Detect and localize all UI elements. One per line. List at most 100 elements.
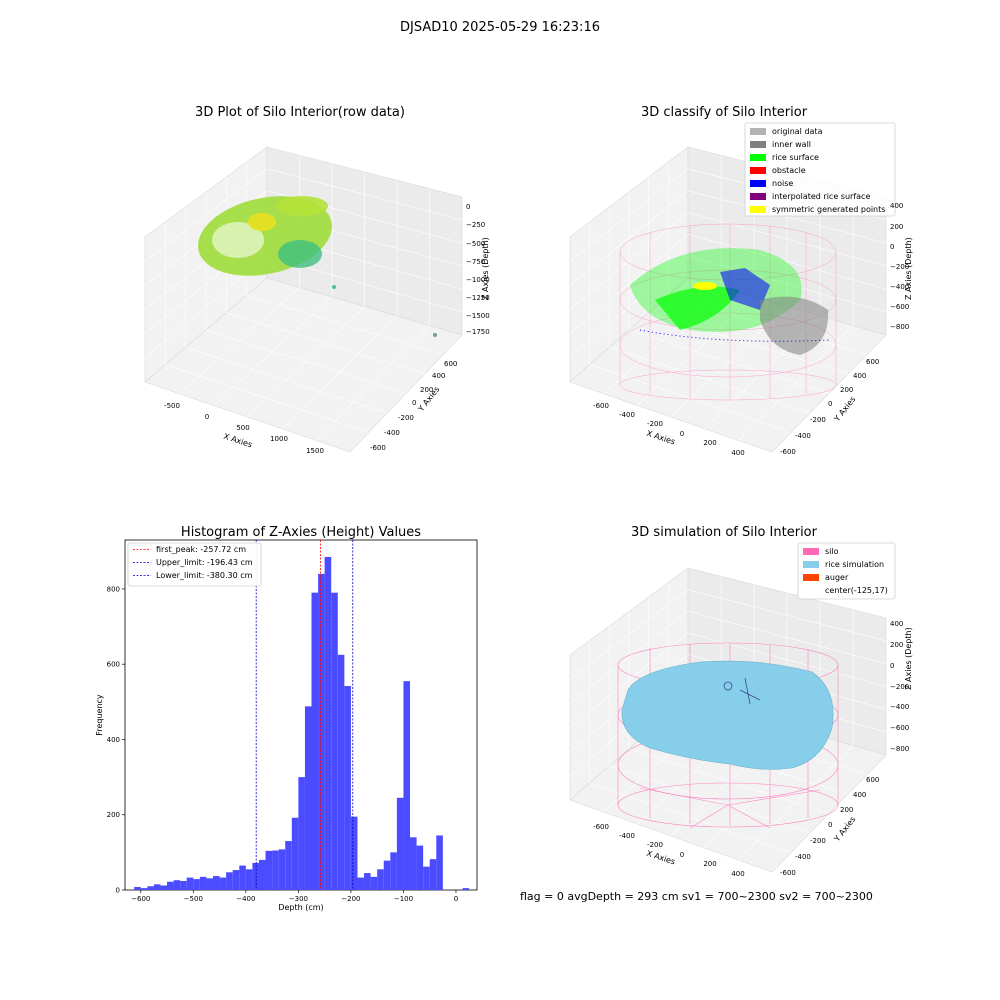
histogram-reference-lines (255, 540, 354, 890)
raw-xlabel: X Axies (222, 432, 253, 450)
legend-swatch (750, 167, 766, 174)
histogram-bar (350, 816, 358, 890)
histogram-bar (429, 859, 437, 890)
raw-ztick: −1750 (466, 328, 490, 336)
rice-simulation-surface (621, 660, 834, 770)
histogram-bar (278, 849, 286, 890)
classify-legend-items: original data inner wall rice surface obsta… (750, 127, 885, 214)
raw-ytick: 200 (420, 386, 433, 394)
classify-xtick: -400 (619, 411, 635, 419)
classify-ztick: −200 (890, 263, 909, 271)
histogram-bar (383, 860, 391, 890)
classify-point-cloud (630, 248, 831, 355)
histogram-bar (331, 592, 338, 890)
simulation-panel-title: 3D simulation of Silo Interior (631, 525, 818, 540)
legend-swatch (750, 180, 766, 187)
legend-swatch (803, 561, 819, 568)
legend-label: original data (772, 127, 823, 136)
legend-label: interpolated rice surface (772, 192, 870, 201)
legend-swatch (750, 154, 766, 161)
legend-label: rice surface (772, 153, 819, 162)
simulation-ytick: 600 (866, 776, 879, 784)
classify-ytick: -200 (810, 416, 826, 424)
classify-ylabel: Y Axies (832, 395, 858, 424)
simulation-ytick: -600 (780, 869, 796, 877)
histogram-bar (167, 881, 174, 890)
histogram-bar (344, 686, 351, 890)
legend-label: center(-125,17) (825, 586, 888, 595)
histogram-bar (153, 884, 161, 890)
raw-xtick: 500 (236, 424, 249, 432)
raw-ztick: 0 (466, 203, 470, 211)
legend-swatch (750, 193, 766, 200)
histogram-y-tick-label: 400 (107, 736, 120, 744)
simulation-xtick: 400 (731, 870, 744, 878)
simulation-xlabel: X Axies (645, 849, 676, 867)
histogram-x-tick-label: −200 (341, 895, 360, 903)
grid-line (687, 255, 887, 313)
raw-ztick: −1250 (466, 294, 490, 302)
legend-swatch (750, 206, 766, 213)
classify-ytick: 400 (853, 372, 866, 380)
raw-ytick: -200 (398, 414, 414, 422)
histogram-x-ticks: −600 −500 −400 −300 −200 −100 0 (131, 890, 458, 903)
classify-ytick: 0 (828, 400, 832, 408)
legend-label: symmetric generated points (772, 205, 885, 214)
histogram-bar (364, 873, 371, 890)
raw-xtick: 0 (205, 413, 209, 421)
histogram-bar (403, 681, 411, 890)
legend-label: noise (772, 179, 793, 188)
simulation-ytick: 200 (840, 806, 853, 814)
legend-label: obstacle (772, 166, 806, 175)
histogram-bar (245, 869, 253, 890)
simulation-ztick: −200 (890, 683, 909, 691)
classify-xtick: 400 (731, 449, 744, 457)
histogram-xlabel: Depth (cm) (278, 903, 323, 912)
simulation-ytick: -200 (810, 837, 826, 845)
classify-xtick: 200 (703, 439, 716, 447)
histogram-bar (134, 886, 141, 890)
simulation-ztick: −400 (890, 703, 909, 711)
raw-ytick: -400 (384, 429, 400, 437)
simulation-xtick: -600 (593, 823, 609, 831)
classify-ytick: 600 (866, 358, 879, 366)
raw-xtick: -500 (164, 402, 180, 410)
histogram-legend-label: Upper_limit: -196.43 cm (156, 558, 253, 567)
histogram-bar (213, 876, 220, 890)
classify-ztick: −800 (890, 323, 909, 331)
figure-suptitle: DJSAD10 2025-05-29 16:23:16 (400, 20, 600, 35)
status-line: flag = 0 avgDepth = 293 cm sv1 = 700~230… (520, 890, 873, 903)
histogram-bar (258, 859, 266, 890)
histogram-bar (226, 872, 233, 890)
simulation-ytick: 400 (853, 791, 866, 799)
histogram-panel: Histogram of Z-Axies (Height) Values −60… (95, 525, 478, 912)
histogram-bar (318, 573, 325, 890)
classify-ztick: 400 (890, 202, 903, 210)
simulation-xtick: 200 (703, 860, 716, 868)
histogram-bar (265, 850, 273, 890)
simulation-ztick: 400 (890, 620, 903, 628)
histogram-bar (416, 845, 424, 890)
histogram-bar (199, 876, 207, 890)
histogram-bar (304, 706, 312, 890)
classify-3d-panel: 3D classify of Silo Interior (569, 105, 913, 457)
classify-ztick: −400 (890, 283, 909, 291)
histogram-legend-box (127, 542, 262, 587)
histogram-x-tick-label: −300 (289, 895, 308, 903)
legend-label: inner wall (772, 140, 811, 149)
histogram-legend-label: first_peak: -257.72 cm (156, 545, 246, 554)
classify-xtick: -600 (593, 402, 609, 410)
raw-ztick: −500 (466, 240, 485, 248)
histogram-bar (180, 880, 187, 890)
raw-panel-title: 3D Plot of Silo Interior(row data) (195, 105, 405, 120)
histogram-bar (206, 878, 213, 890)
histogram-y-tick-label: 200 (107, 811, 120, 819)
histogram-bar (193, 879, 200, 890)
histogram-bar (239, 865, 246, 890)
histogram-bar (272, 850, 279, 890)
raw-point-cloud (198, 196, 437, 337)
simulation-legend-items: silo rice simulation auger center(-125,17) (803, 547, 888, 595)
histogram-bar (396, 797, 404, 890)
histogram-title: Histogram of Z-Axies (Height) Values (181, 525, 421, 540)
legend-swatch (750, 128, 766, 135)
